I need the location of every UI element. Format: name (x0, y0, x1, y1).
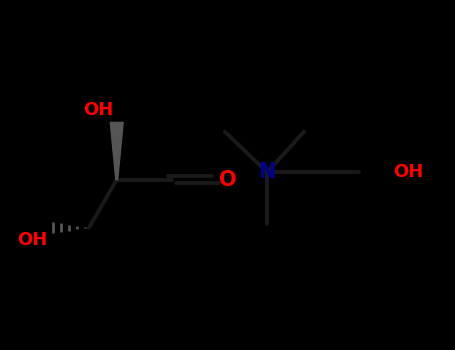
Text: OH: OH (17, 231, 47, 249)
Text: OH: OH (394, 163, 424, 181)
Text: OH: OH (83, 101, 113, 119)
Text: O: O (219, 170, 237, 190)
Text: N: N (258, 162, 276, 182)
Polygon shape (110, 122, 123, 180)
